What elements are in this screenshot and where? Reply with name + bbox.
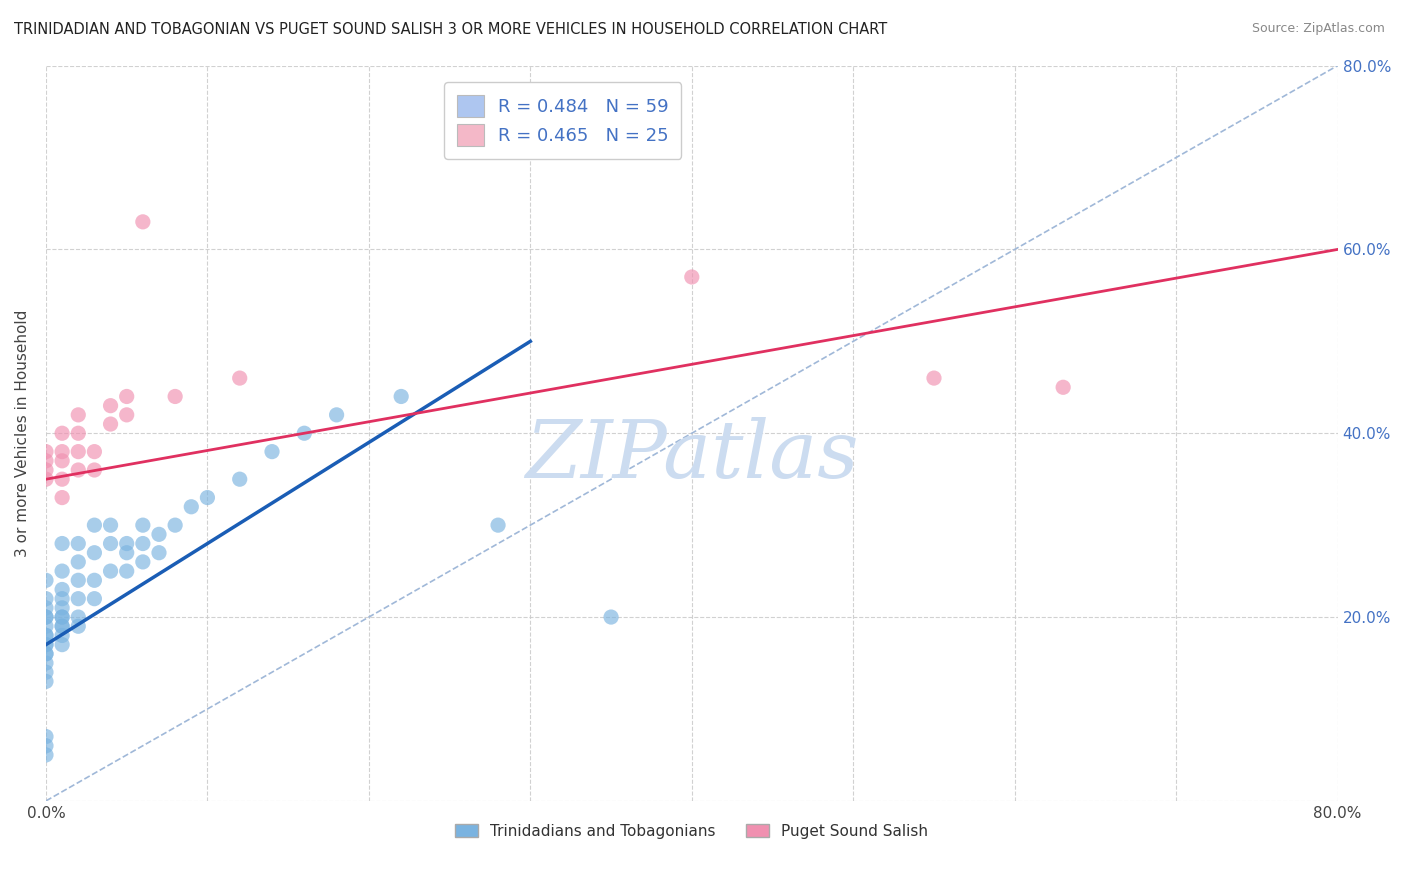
Point xyxy=(100,518,122,533)
Point xyxy=(83,574,105,588)
Point xyxy=(260,444,283,458)
Point xyxy=(35,463,58,477)
Point xyxy=(35,730,58,744)
Point xyxy=(132,215,155,229)
Point xyxy=(197,491,219,505)
Point xyxy=(51,536,73,550)
Point xyxy=(132,518,155,533)
Point xyxy=(486,518,509,533)
Point xyxy=(681,270,703,285)
Point xyxy=(51,444,73,458)
Point xyxy=(1052,380,1074,394)
Point xyxy=(292,426,315,441)
Point xyxy=(67,555,90,569)
Point xyxy=(67,591,90,606)
Legend: Trinidadians and Tobagonians, Puget Sound Salish: Trinidadians and Tobagonians, Puget Soun… xyxy=(449,817,935,845)
Point xyxy=(115,408,138,422)
Point xyxy=(67,408,90,422)
Point xyxy=(35,574,58,588)
Point xyxy=(180,500,202,514)
Point xyxy=(35,454,58,468)
Point xyxy=(922,371,945,385)
Point xyxy=(35,656,58,670)
Point xyxy=(148,546,170,560)
Point xyxy=(35,628,58,642)
Point xyxy=(51,454,73,468)
Point xyxy=(67,426,90,441)
Point xyxy=(228,371,250,385)
Point xyxy=(35,647,58,661)
Point xyxy=(100,536,122,550)
Point xyxy=(67,444,90,458)
Point xyxy=(35,647,58,661)
Y-axis label: 3 or more Vehicles in Household: 3 or more Vehicles in Household xyxy=(15,310,30,557)
Point xyxy=(389,389,412,403)
Point xyxy=(148,527,170,541)
Point xyxy=(35,638,58,652)
Point xyxy=(228,472,250,486)
Point xyxy=(51,564,73,578)
Point xyxy=(35,610,58,624)
Point xyxy=(51,619,73,633)
Point xyxy=(132,555,155,569)
Point xyxy=(35,739,58,753)
Text: TRINIDADIAN AND TOBAGONIAN VS PUGET SOUND SALISH 3 OR MORE VEHICLES IN HOUSEHOLD: TRINIDADIAN AND TOBAGONIAN VS PUGET SOUN… xyxy=(14,22,887,37)
Point xyxy=(115,546,138,560)
Point xyxy=(51,610,73,624)
Point xyxy=(35,747,58,762)
Point xyxy=(83,591,105,606)
Point xyxy=(83,463,105,477)
Point xyxy=(51,582,73,597)
Text: ZIPatlas: ZIPatlas xyxy=(524,417,859,494)
Point xyxy=(600,610,623,624)
Point xyxy=(67,463,90,477)
Point xyxy=(51,426,73,441)
Point xyxy=(83,444,105,458)
Point xyxy=(35,665,58,680)
Point xyxy=(67,610,90,624)
Point xyxy=(165,518,187,533)
Point xyxy=(35,619,58,633)
Point xyxy=(51,628,73,642)
Point xyxy=(115,389,138,403)
Point xyxy=(35,628,58,642)
Point xyxy=(165,389,187,403)
Point xyxy=(115,564,138,578)
Point xyxy=(51,619,73,633)
Point xyxy=(35,600,58,615)
Point xyxy=(35,638,58,652)
Point xyxy=(67,619,90,633)
Point xyxy=(51,600,73,615)
Point xyxy=(67,536,90,550)
Point xyxy=(100,564,122,578)
Point xyxy=(51,591,73,606)
Point xyxy=(132,536,155,550)
Point xyxy=(67,574,90,588)
Text: Source: ZipAtlas.com: Source: ZipAtlas.com xyxy=(1251,22,1385,36)
Point xyxy=(35,472,58,486)
Point xyxy=(325,408,347,422)
Point xyxy=(35,591,58,606)
Point xyxy=(115,536,138,550)
Point xyxy=(83,518,105,533)
Point xyxy=(51,472,73,486)
Point xyxy=(83,546,105,560)
Point xyxy=(35,444,58,458)
Point xyxy=(35,674,58,689)
Point xyxy=(51,610,73,624)
Point xyxy=(100,399,122,413)
Point xyxy=(51,638,73,652)
Point xyxy=(100,417,122,431)
Point xyxy=(51,491,73,505)
Point xyxy=(35,610,58,624)
